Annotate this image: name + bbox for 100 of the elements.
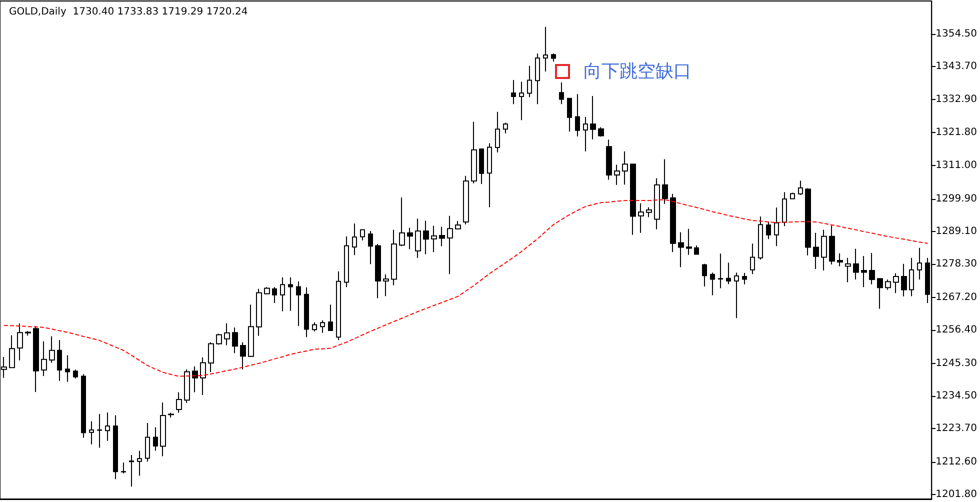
candlestick	[861, 256, 867, 288]
y-tick-label: 1343.70	[936, 61, 978, 72]
candlestick	[869, 252, 875, 285]
candlestick	[503, 122, 508, 134]
candlestick	[670, 193, 676, 253]
candlestick	[17, 323, 23, 361]
candlestick	[208, 342, 214, 373]
candlestick	[463, 175, 469, 225]
candlestick	[646, 206, 652, 218]
candlestick	[758, 216, 763, 260]
candlestick	[710, 272, 715, 296]
candlestick	[471, 121, 477, 184]
candlestick	[885, 279, 891, 290]
candlestick	[455, 220, 461, 230]
candlestick	[368, 230, 373, 265]
candlestick	[320, 320, 325, 334]
candlestick	[750, 243, 755, 275]
candlestick	[153, 426, 158, 452]
candlestick	[336, 270, 341, 341]
candlestick	[782, 192, 787, 227]
candlestick	[296, 280, 301, 326]
candlestick	[9, 334, 15, 368]
candlestick	[232, 326, 238, 354]
candlestick	[559, 82, 564, 105]
candlestick	[399, 197, 405, 247]
candlestick	[423, 220, 429, 255]
candlestick	[431, 225, 437, 253]
candlestick	[487, 142, 492, 208]
candlestick	[535, 52, 540, 105]
candlestick	[805, 188, 811, 256]
candlestick	[893, 272, 899, 294]
candlestick	[622, 150, 628, 186]
candlestick	[304, 286, 309, 338]
candlestick	[129, 454, 134, 488]
candlestick	[662, 158, 668, 204]
candlestick	[718, 253, 723, 289]
candlestick	[49, 336, 55, 364]
candlestick	[65, 354, 70, 382]
candlestick	[567, 98, 572, 132]
candlestick	[176, 392, 182, 414]
candlestick	[917, 247, 922, 280]
candlestick	[598, 126, 604, 138]
candlestick	[527, 65, 532, 98]
candlestick	[312, 322, 317, 332]
candlestick	[105, 412, 110, 442]
candlestick	[479, 148, 484, 184]
candlestick	[192, 366, 198, 393]
candlestick	[638, 202, 644, 234]
y-tick-label: 1256.40	[936, 324, 978, 336]
candlestick	[97, 413, 102, 448]
candlestick	[590, 95, 596, 140]
candlestick	[25, 330, 31, 336]
candlestick	[224, 322, 230, 346]
y-tick-label: 1278.30	[936, 258, 978, 270]
candlestick	[790, 192, 795, 200]
candlestick	[168, 412, 174, 418]
candlestick	[678, 232, 684, 268]
y-tick-label: 1212.60	[936, 456, 978, 468]
candlestick	[901, 263, 907, 297]
candlestick	[495, 111, 500, 153]
candlestick	[829, 225, 835, 265]
y-tick-label: 1267.20	[936, 292, 978, 303]
y-tick-label: 1321.80	[936, 127, 978, 138]
candlestick	[407, 227, 413, 250]
candlestick	[742, 272, 747, 285]
candlestick	[248, 304, 254, 358]
annotation: 向下跳空缺口	[584, 60, 692, 83]
candlestick	[766, 221, 771, 240]
y-tick-label: 1311.00	[936, 160, 978, 171]
candlestick	[383, 274, 389, 297]
candlestick	[137, 450, 142, 476]
candlestick	[184, 368, 190, 404]
candlestick	[264, 286, 270, 295]
y-tick-label: 1289.10	[936, 226, 978, 237]
candlestick	[821, 229, 827, 271]
candlestick	[288, 276, 293, 312]
candlestick	[798, 180, 803, 196]
candlestick	[415, 218, 421, 258]
y-tick-label: 1354.50	[936, 28, 978, 40]
candlestick	[583, 116, 588, 152]
candlestick	[439, 226, 445, 247]
candlestick	[630, 164, 636, 236]
y-tick-label: 1223.70	[936, 422, 978, 434]
candlestick	[121, 462, 126, 474]
candlestick	[877, 278, 883, 310]
candlestick	[654, 178, 660, 230]
candlestick	[686, 228, 692, 256]
line-series	[3, 199, 928, 377]
candlestick	[73, 369, 78, 379]
y-tick-label: 1234.50	[936, 390, 978, 402]
candlestick	[145, 422, 150, 462]
candlestick	[160, 402, 166, 457]
candlestick	[543, 26, 548, 72]
y-tick-label: 1201.80	[936, 488, 978, 500]
candlestick	[702, 263, 707, 287]
candlestick	[113, 414, 118, 480]
candlestick	[447, 215, 453, 275]
candlestick	[614, 164, 620, 186]
candlestick	[551, 52, 556, 62]
candlestick	[519, 81, 524, 121]
